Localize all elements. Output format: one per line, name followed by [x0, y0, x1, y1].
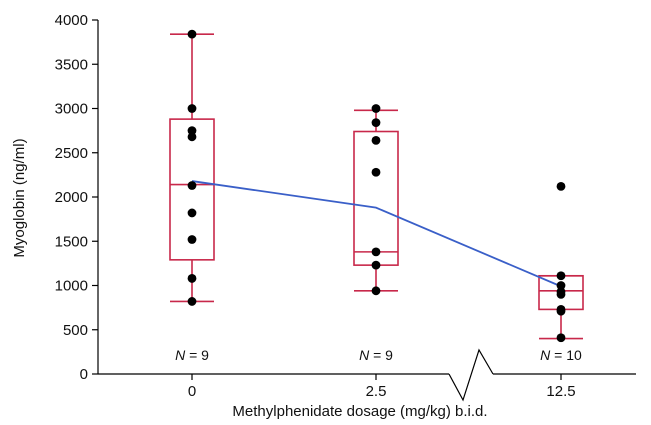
box-plots: [169, 33, 584, 340]
box-group-0: [169, 33, 215, 303]
data-point: [556, 181, 566, 191]
data-point: [556, 289, 566, 299]
data-point: [371, 104, 381, 113]
data-point: [556, 281, 566, 290]
data-point: [187, 132, 197, 142]
data-point: [371, 286, 381, 296]
n-value: = 10: [550, 347, 582, 363]
x-tick-label: 2.5: [366, 383, 387, 400]
data-point: [187, 208, 197, 218]
data-point: [187, 126, 197, 136]
data-point: [556, 271, 566, 281]
data-point: [371, 260, 381, 270]
y-tick-label: 3000: [55, 101, 88, 118]
data-point: [371, 167, 381, 177]
x-tick-label: 12.5: [546, 383, 575, 400]
y-axis: 0 500 1000 1500 2000 2500 3000 3500 4000: [55, 12, 99, 383]
y-axis-label: Myoglobin (ng/ml): [11, 138, 28, 257]
x-tick-label: 0: [188, 383, 196, 400]
x-axis-label: Methylphenidate dosage (mg/kg) b.i.d.: [232, 403, 487, 420]
y-tick-label: 1000: [55, 278, 88, 295]
data-point: [187, 181, 197, 190]
box-iqr: [169, 118, 215, 261]
n-value: = 9: [185, 347, 209, 363]
data-point: [371, 118, 381, 128]
data-point: [187, 29, 197, 39]
n-symbol: N: [175, 347, 186, 363]
n-label: N = 9: [175, 347, 209, 363]
box-iqr: [353, 130, 399, 266]
axis-break-mark: [448, 348, 494, 402]
y-tick-label: 0: [80, 366, 88, 383]
data-points: [187, 29, 566, 343]
n-symbol: N: [540, 347, 551, 363]
y-tick-label: 2000: [55, 189, 88, 206]
n-label: N = 9: [359, 347, 393, 363]
data-point: [371, 135, 381, 145]
data-point: [556, 306, 566, 316]
data-point: [187, 274, 197, 283]
data-point: [187, 104, 197, 113]
n-symbol: N: [359, 347, 370, 363]
data-point: [187, 297, 197, 306]
n-label: N = 10: [540, 347, 582, 363]
mean-line: [191, 180, 562, 288]
y-tick-label: 2500: [55, 145, 88, 162]
data-point: [371, 247, 381, 257]
mean-line-layer: [191, 180, 562, 288]
y-tick-label: 3500: [55, 56, 88, 73]
y-tick-label: 1500: [55, 233, 88, 250]
y-tick-label: 500: [63, 322, 88, 339]
data-point: [187, 235, 197, 244]
x-axis: 0 2.5 12.5: [98, 348, 636, 402]
y-tick-label: 4000: [55, 12, 88, 29]
data-point: [556, 333, 566, 343]
n-value: = 9: [369, 347, 393, 363]
